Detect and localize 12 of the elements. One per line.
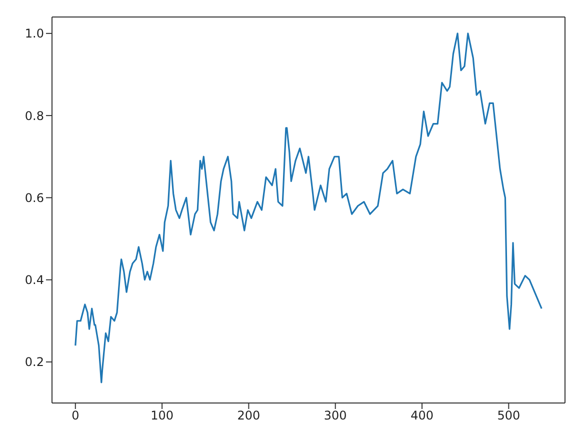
y-tick-label: 0.8 [24, 108, 44, 123]
x-tick-label: 400 [410, 408, 434, 423]
y-tick-label: 1.0 [24, 26, 44, 41]
x-tick-label: 300 [324, 408, 347, 423]
line-series [74, 32, 542, 384]
x-tick-label: 500 [497, 408, 520, 423]
y-tick-label: 0.6 [24, 190, 44, 205]
x-tick-label: 100 [150, 408, 174, 423]
y-tick-label: 0.2 [24, 355, 44, 370]
x-tick-label: 200 [237, 408, 260, 423]
y-tick-label: 0.4 [24, 273, 44, 288]
x-tick-label: 0 [72, 408, 80, 423]
